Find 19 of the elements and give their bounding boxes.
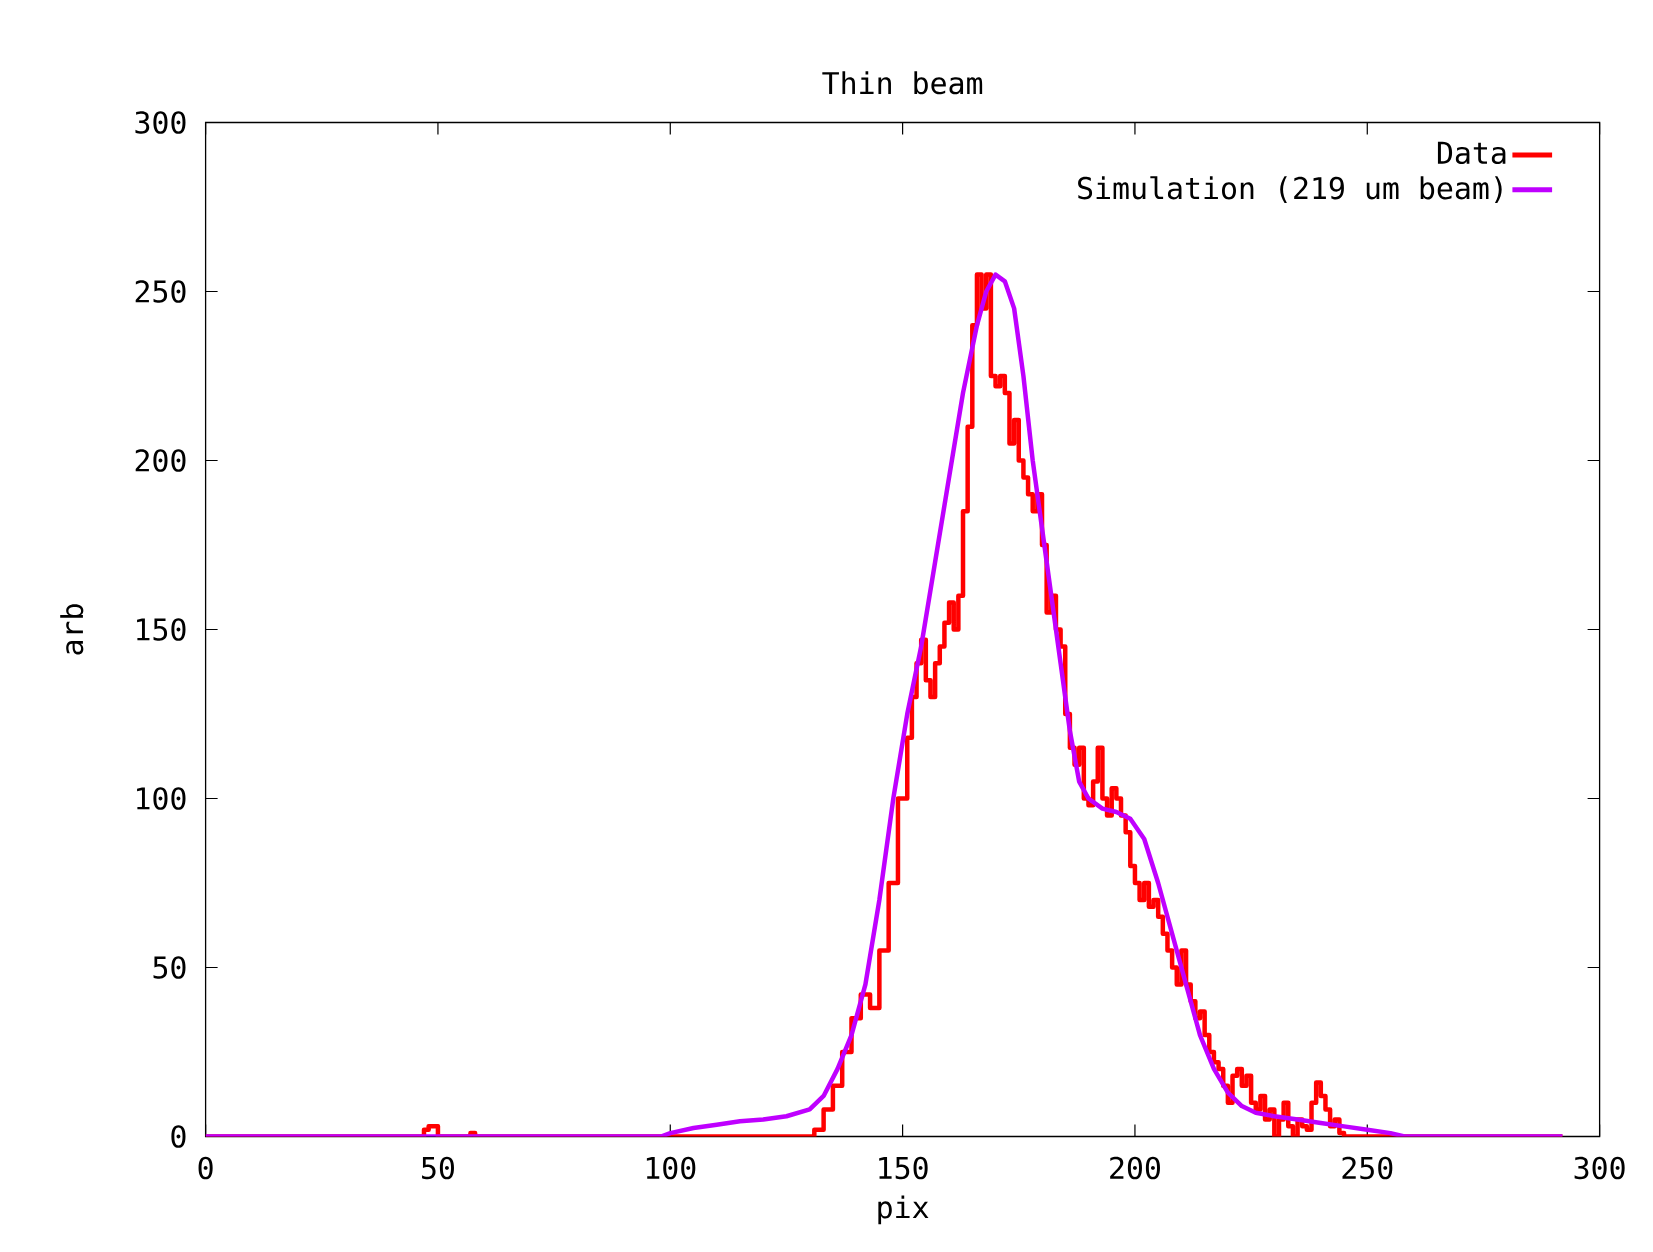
x-tick-label: 150 (879, 1156, 928, 1180)
legend-label: Simulation (219 um beam) (1078, 176, 1502, 203)
x-tick-label: 50 (422, 1156, 454, 1180)
chart-title: Thin beam (822, 71, 983, 95)
y-tick-label: 0 (171, 1125, 186, 1148)
x-tick-label: 200 (1110, 1156, 1160, 1180)
y-tick-label: 300 (135, 111, 186, 134)
y-tick-label: 250 (135, 280, 186, 303)
x-axis-title: pix (878, 1195, 929, 1225)
x-tick-label: 100 (646, 1156, 696, 1180)
y-axis-title: arb (60, 604, 84, 655)
legend-label: Data (1437, 141, 1506, 165)
y-tick-label: 200 (135, 449, 186, 472)
x-tick-label: 0 (198, 1156, 213, 1180)
y-tick-label: 50 (153, 956, 186, 979)
y-tick-label: 150 (137, 618, 186, 641)
x-tick-label: 250 (1342, 1156, 1393, 1180)
x-tick-label: 300 (1574, 1156, 1625, 1180)
y-tick-label: 100 (137, 787, 186, 810)
